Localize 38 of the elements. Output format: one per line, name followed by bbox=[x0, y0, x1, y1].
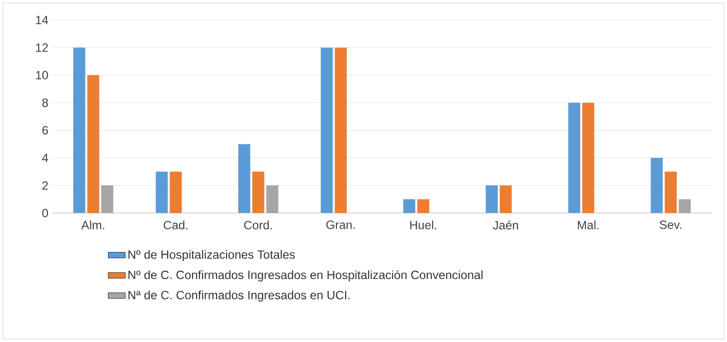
y-tick-label: 6 bbox=[42, 126, 48, 135]
bar bbox=[500, 185, 512, 213]
bar bbox=[266, 185, 278, 213]
y-tick-label: 2 bbox=[42, 181, 48, 190]
y-tick-label: 12 bbox=[36, 43, 48, 52]
bar bbox=[678, 199, 691, 213]
bar bbox=[486, 185, 498, 213]
y-tick-label: 0 bbox=[42, 208, 48, 218]
bar bbox=[664, 172, 677, 213]
bar bbox=[650, 158, 663, 213]
x-tick-label: Huel. bbox=[410, 220, 436, 230]
y-tick-label: 4 bbox=[42, 154, 48, 162]
bar bbox=[320, 48, 333, 213]
bar bbox=[582, 102, 594, 213]
bar bbox=[403, 199, 416, 213]
x-tick-label: Sev. bbox=[660, 220, 682, 230]
bar bbox=[87, 75, 100, 213]
bar bbox=[568, 102, 580, 213]
x-tick-label: Jaén bbox=[492, 220, 518, 230]
x-tick-label: Alm. bbox=[81, 220, 104, 230]
bar bbox=[334, 48, 347, 213]
legend-label: Nª de C. Confirmados Ingresados en UCI. bbox=[128, 290, 350, 302]
bar bbox=[238, 144, 250, 213]
bar bbox=[156, 172, 168, 213]
y-tick-label: 10 bbox=[36, 70, 48, 80]
legend-label: Nº de C. Confirmados Ingresados en Hospitalización Convencional bbox=[128, 270, 482, 282]
y-tick-label: 14 bbox=[36, 16, 48, 24]
bar bbox=[417, 199, 430, 213]
bar bbox=[252, 172, 264, 213]
x-tick-label: Cord. bbox=[244, 220, 272, 230]
bar bbox=[101, 185, 114, 213]
bar bbox=[73, 48, 86, 213]
x-tick-label: Gran. bbox=[326, 220, 355, 230]
x-tick-label: Mal. bbox=[578, 220, 598, 230]
y-tick-label: 8 bbox=[42, 98, 48, 107]
bar bbox=[170, 172, 182, 213]
x-tick-label: Cad. bbox=[164, 220, 188, 230]
legend-label: Nº de Hospitalizaciones Totales bbox=[128, 250, 295, 262]
